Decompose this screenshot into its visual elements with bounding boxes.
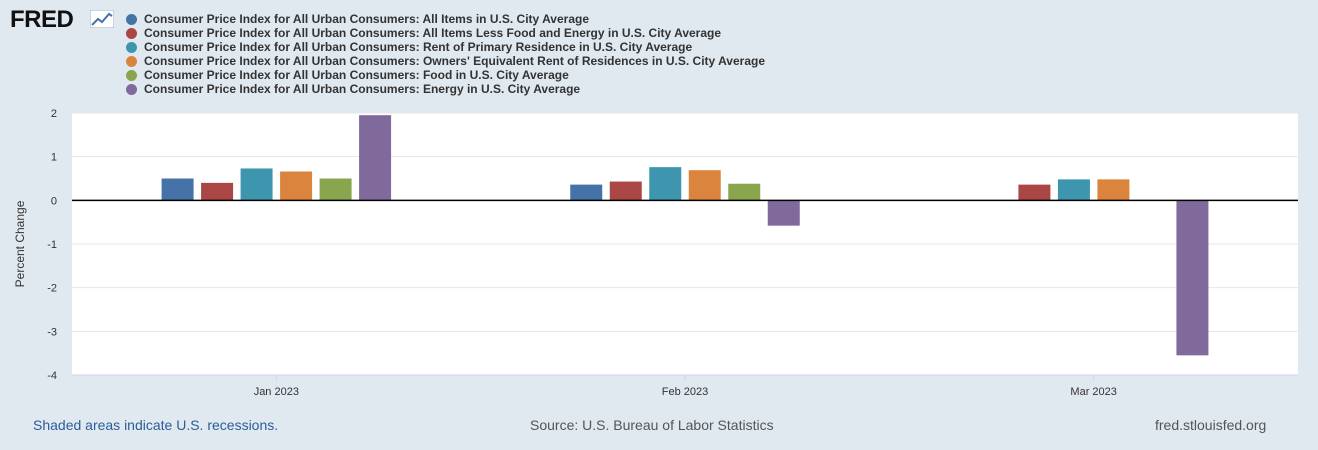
legend-marker-icon <box>126 41 137 53</box>
source-text: Source: U.S. Bureau of Labor Statistics <box>530 417 774 433</box>
fred-logo[interactable]: FRED <box>10 6 74 33</box>
bar <box>280 171 313 201</box>
legend-item[interactable]: Consumer Price Index for All Urban Consu… <box>126 82 765 96</box>
y-tick-label: 0 <box>51 195 57 207</box>
recession-note-link[interactable]: Shaded areas indicate U.S. recessions. <box>33 417 279 433</box>
legend-label: Consumer Price Index for All Urban Consu… <box>144 12 589 26</box>
legend-label: Consumer Price Index for All Urban Consu… <box>144 40 693 54</box>
bar <box>767 200 800 226</box>
bar <box>1176 200 1209 356</box>
bar <box>201 182 234 201</box>
chart-trend-icon <box>90 10 114 28</box>
x-tick-label: Feb 2023 <box>662 386 708 398</box>
y-tick-label: -2 <box>47 283 57 295</box>
bar <box>570 184 603 201</box>
legend-label: Consumer Price Index for All Urban Consu… <box>144 82 581 96</box>
bar <box>688 170 721 201</box>
bar <box>1057 179 1090 201</box>
y-axis-title: Percent Change <box>13 200 27 287</box>
legend-label: Consumer Price Index for All Urban Consu… <box>144 54 766 68</box>
legend-label: Consumer Price Index for All Urban Consu… <box>144 68 569 82</box>
y-tick-label: -4 <box>47 370 57 382</box>
legend-item[interactable]: Consumer Price Index for All Urban Consu… <box>126 40 765 54</box>
legend-marker-icon <box>126 83 137 95</box>
bar <box>1097 179 1130 201</box>
legend-label: Consumer Price Index for All Urban Consu… <box>144 26 722 40</box>
y-tick-label: -1 <box>47 239 57 251</box>
legend-marker-icon <box>126 55 137 67</box>
x-tick-label: Jan 2023 <box>254 386 299 398</box>
legend-item[interactable]: Consumer Price Index for All Urban Consu… <box>126 12 765 26</box>
legend-item[interactable]: Consumer Price Index for All Urban Consu… <box>126 54 765 68</box>
bar <box>728 183 761 201</box>
legend-item[interactable]: Consumer Price Index for All Urban Consu… <box>126 26 765 40</box>
bar <box>1018 184 1051 201</box>
site-url[interactable]: fred.stlouisfed.org <box>1155 417 1267 433</box>
bar <box>161 178 194 201</box>
bar <box>609 181 642 201</box>
bar <box>240 168 273 201</box>
legend-marker-icon <box>126 69 137 81</box>
y-tick-label: 1 <box>51 152 57 164</box>
bar <box>359 115 392 201</box>
y-tick-label: 2 <box>51 108 57 120</box>
bar <box>319 178 352 201</box>
legend: Consumer Price Index for All Urban Consu… <box>126 12 765 96</box>
y-tick-label: -3 <box>47 326 57 338</box>
legend-item[interactable]: Consumer Price Index for All Urban Consu… <box>126 68 765 82</box>
legend-marker-icon <box>126 27 137 39</box>
bar <box>649 167 682 201</box>
x-tick-label: Mar 2023 <box>1070 386 1116 398</box>
legend-marker-icon <box>126 13 137 25</box>
